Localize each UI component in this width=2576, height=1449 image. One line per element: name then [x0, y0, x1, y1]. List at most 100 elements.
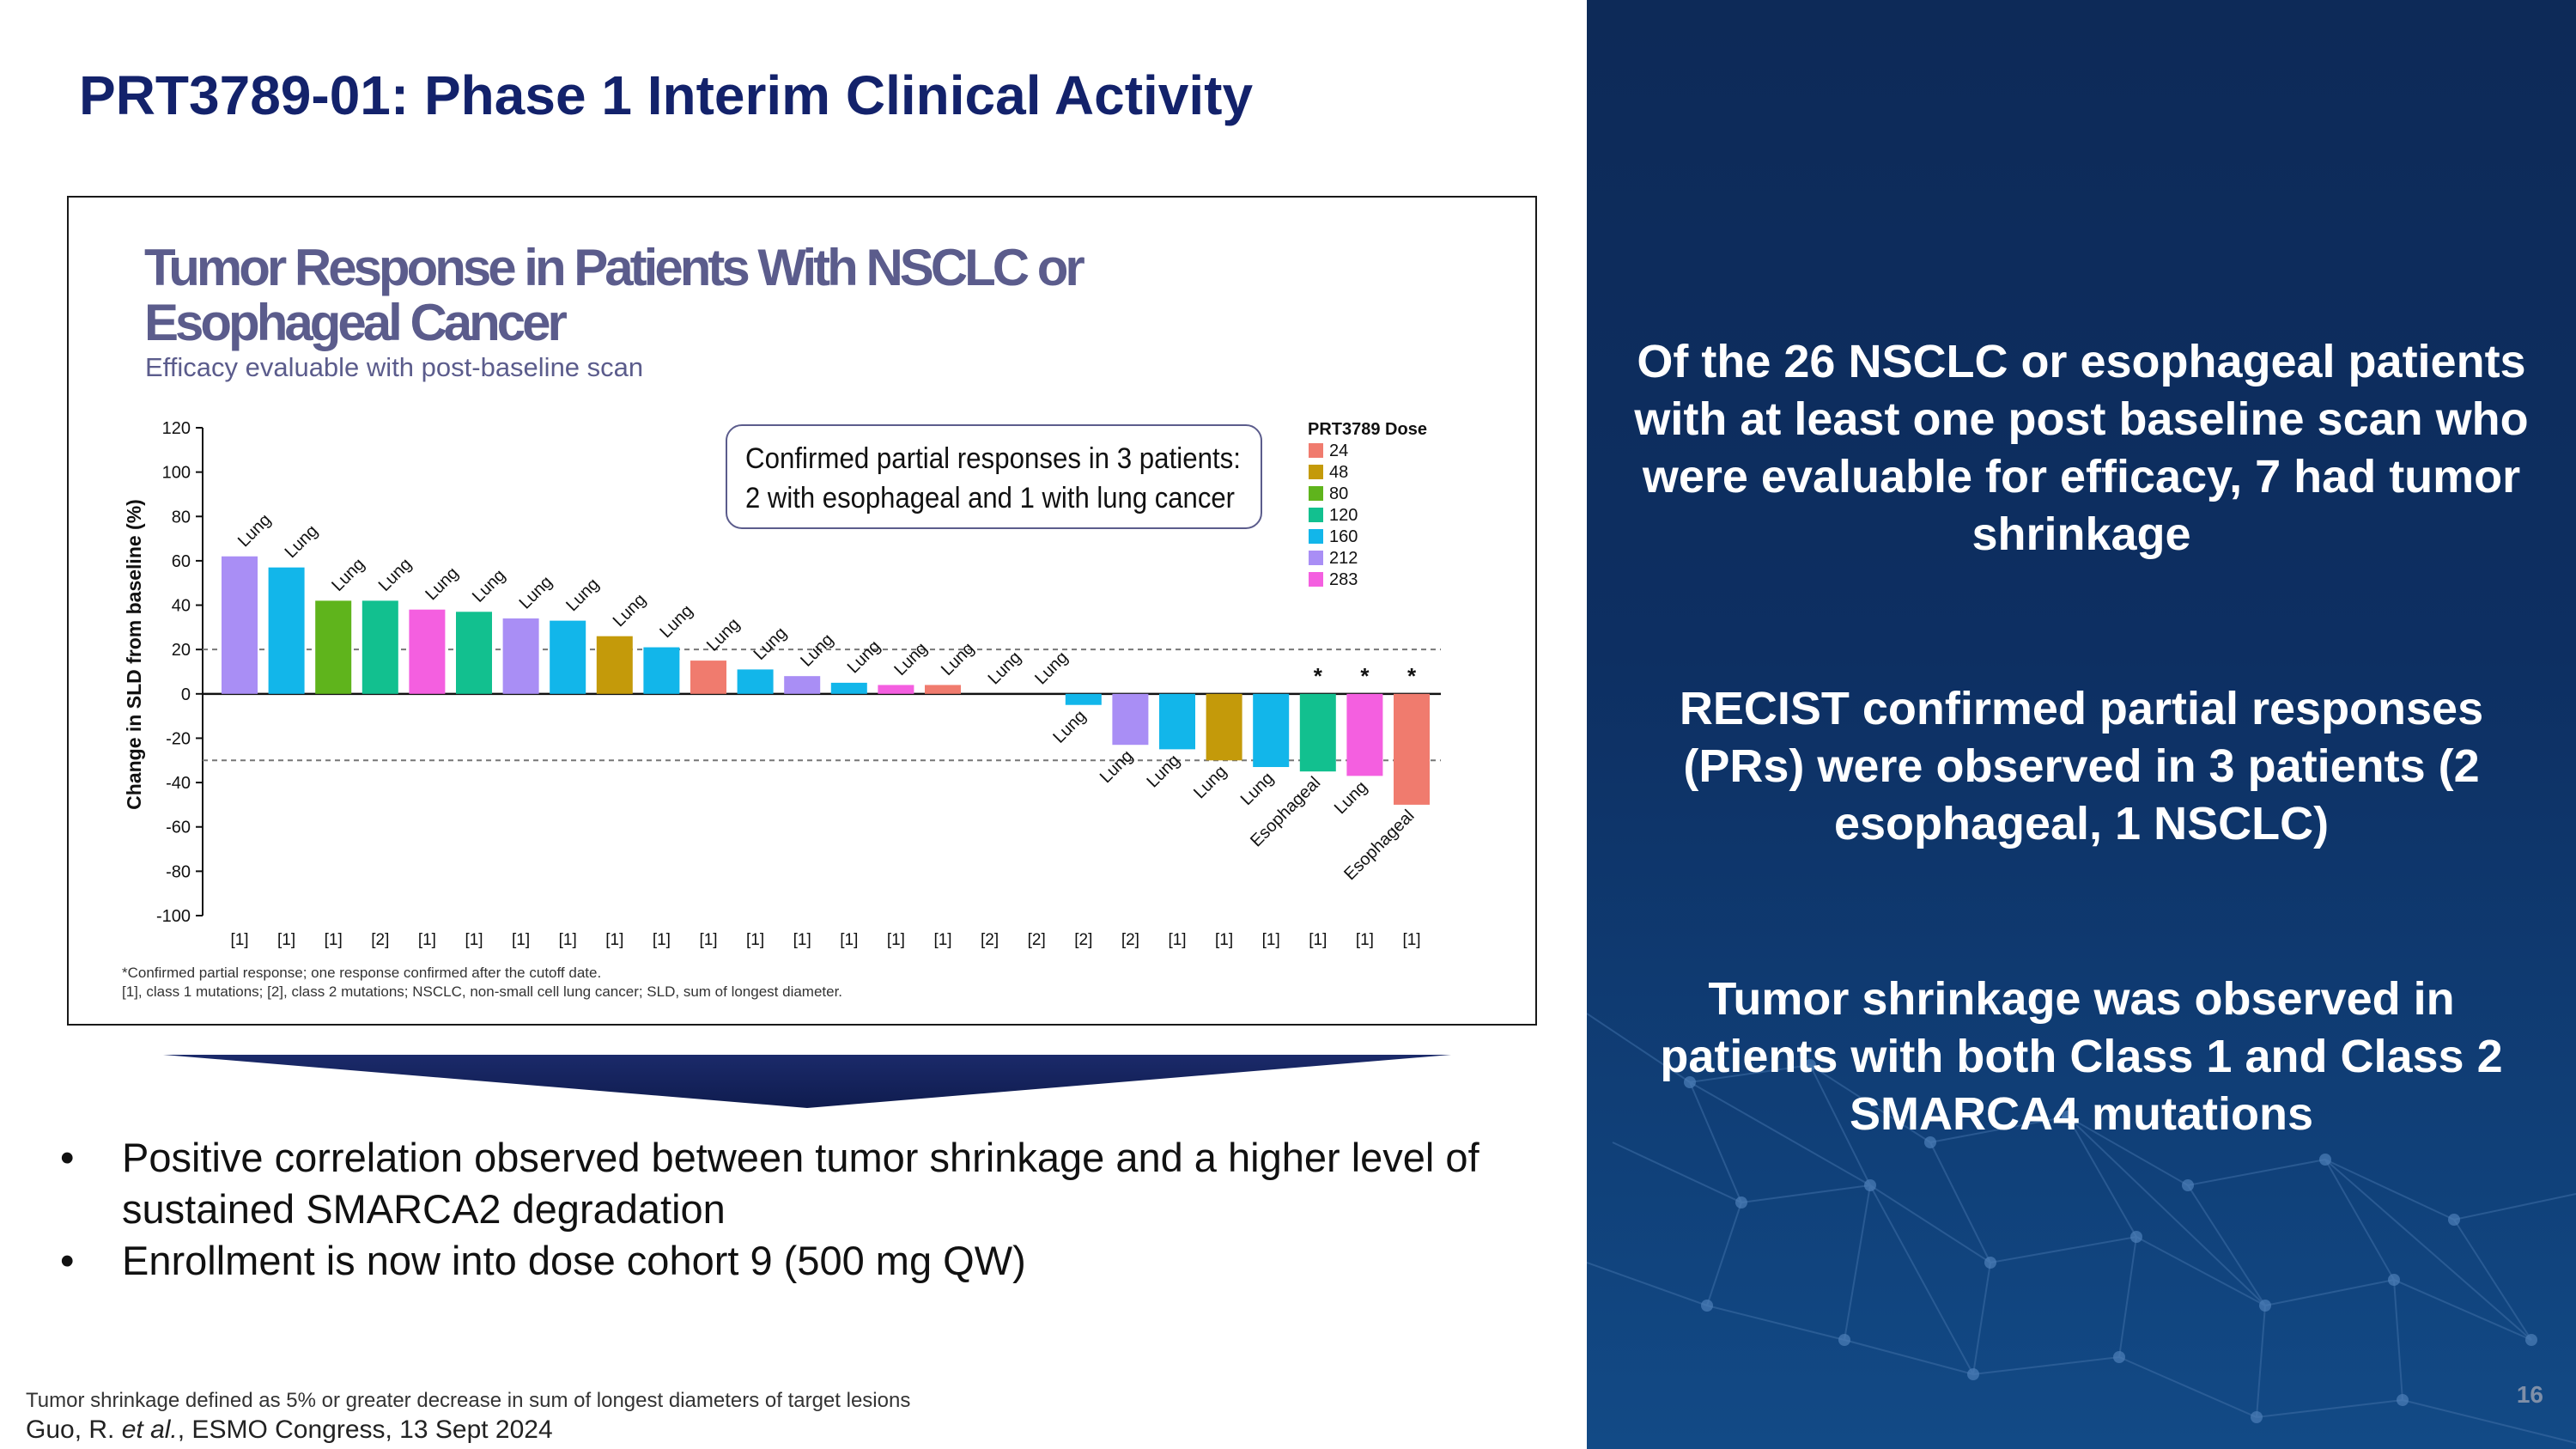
bar	[550, 620, 586, 694]
bar-tumor-label: Lung	[985, 648, 1025, 688]
footnote-definition: Tumor shrinkage defined as 5% or greater…	[26, 1389, 911, 1412]
slide-title: PRT3789-01: Phase 1 Interim Clinical Act…	[79, 64, 1254, 126]
x-category-label: [1]	[605, 931, 623, 949]
x-category-label: [1]	[230, 931, 248, 949]
x-category-label: [1]	[1402, 931, 1420, 949]
x-category-label: [1]	[840, 931, 858, 949]
bar	[456, 612, 492, 694]
legend-swatch	[1309, 465, 1323, 479]
bar	[925, 685, 961, 694]
panel-paragraph-1: Of the 26 NSCLC or esophageal patients w…	[1634, 336, 2529, 560]
x-category-label: [1]	[1215, 931, 1233, 949]
bar-tumor-label: Lung	[422, 563, 462, 604]
citation-rest: , ESMO Congress, 13 Sept 2024	[177, 1416, 553, 1444]
bar	[409, 609, 446, 694]
x-category-label: [1]	[277, 931, 295, 949]
legend-swatch	[1309, 486, 1323, 501]
bullet-list: • Positive correlation observed between …	[60, 1132, 1571, 1287]
bar-tumor-label: Lung	[516, 573, 556, 613]
y-tick-label: 0	[181, 685, 191, 704]
x-category-label: [2]	[1074, 931, 1092, 949]
bar-tumor-label: Esophageal	[1340, 807, 1418, 884]
bar	[1346, 693, 1383, 776]
chart-footnote-1: *Confirmed partial response; one respons…	[122, 965, 601, 981]
bar-tumor-label: Lung	[1097, 746, 1137, 787]
bar	[690, 661, 726, 694]
legend-swatch	[1309, 572, 1323, 587]
x-category-label: [2]	[1121, 931, 1139, 949]
x-category-label: [1]	[559, 931, 577, 949]
legend-label: 80	[1329, 484, 1348, 503]
bar	[1299, 693, 1336, 772]
legend-label: 48	[1329, 463, 1348, 482]
x-category-label: [1]	[699, 931, 717, 949]
legend-swatch	[1309, 551, 1323, 565]
x-category-label: [1]	[465, 931, 483, 949]
legend-label: 212	[1329, 549, 1358, 568]
bar-tumor-label: Lung	[610, 590, 650, 630]
chart-footnote-2: [1], class 1 mutations; [2], class 2 mut…	[122, 983, 842, 1000]
bar-tumor-label: Lung	[469, 566, 509, 606]
y-tick-label: -100	[156, 907, 191, 926]
y-tick-label: 20	[172, 641, 191, 660]
x-category-label: [1]	[746, 931, 764, 949]
panel-paragraph-3: Tumor shrinkage was observed in patients…	[1660, 973, 2503, 1140]
x-category-label: [1]	[1168, 931, 1186, 949]
chart-title-line2: Esophageal Cancer	[144, 294, 568, 351]
x-category-label: [1]	[325, 931, 343, 949]
annotation-line1: Confirmed partial responses in 3 patient…	[745, 442, 1241, 475]
x-category-label: [1]	[887, 931, 905, 949]
citation-etal: et al.	[121, 1416, 178, 1444]
bar	[1253, 693, 1290, 768]
bar-tumor-label: Lung	[1049, 707, 1090, 747]
bar-tumor-label: Lung	[1190, 762, 1230, 802]
down-arrow-icon	[163, 1055, 1451, 1108]
bar	[1065, 693, 1102, 705]
citation-author: Guo, R.	[26, 1416, 122, 1444]
page-number: 16	[2516, 1381, 2543, 1408]
legend-label: 160	[1329, 527, 1358, 546]
x-category-label: [1]	[933, 931, 951, 949]
bullet-item: • Positive correlation observed between …	[60, 1132, 1571, 1235]
confirmed-pr-marker: *	[1314, 663, 1323, 689]
x-category-label: [2]	[371, 931, 389, 949]
bar	[315, 600, 352, 694]
right-panel: Of the 26 NSCLC or esophageal patients w…	[1587, 0, 2576, 1449]
chart-panel: Tumor Response in Patients With NSCLC or…	[67, 196, 1537, 1026]
bar	[502, 618, 539, 694]
x-category-label: [1]	[1309, 931, 1327, 949]
bar-tumor-label: Lung	[1144, 751, 1184, 791]
bullet-dot: •	[60, 1135, 75, 1180]
bar	[878, 685, 914, 694]
x-category-label: [2]	[1028, 931, 1046, 949]
chart-subtitle: Efficacy evaluable with post-baseline sc…	[145, 352, 643, 382]
panel-paragraph-2: RECIST confirmed partial responses (PRs)…	[1679, 683, 2484, 849]
bar-tumor-label: Lung	[844, 636, 884, 677]
bar	[222, 556, 258, 694]
bullet-item: • Enrollment is now into dose cohort 9 (…	[60, 1235, 1571, 1287]
bar	[361, 600, 398, 694]
annotation-line2: 2 with esophageal and 1 with lung cancer	[745, 482, 1235, 514]
y-tick-label: 60	[172, 552, 191, 571]
legend-swatch	[1309, 529, 1323, 544]
chart-title-line1: Tumor Response in Patients With NSCLC or	[144, 239, 1084, 296]
x-category-label: [1]	[793, 931, 811, 949]
legend-swatch	[1309, 508, 1323, 522]
legend-label: 283	[1329, 570, 1358, 589]
bar-tumor-label: Lung	[656, 601, 696, 642]
y-axis-label: Change in SLD from baseline (%)	[123, 499, 145, 810]
bar-tumor-label: Lung	[797, 630, 837, 671]
bullet-text: Enrollment is now into dose cohort 9 (50…	[122, 1238, 1026, 1283]
annotation-box	[726, 424, 1262, 529]
y-tick-label: -20	[166, 729, 191, 748]
bullet-text: Positive correlation observed between tu…	[122, 1135, 1479, 1232]
legend-swatch	[1309, 443, 1323, 458]
y-tick-label: 120	[162, 419, 191, 438]
bar	[596, 636, 633, 694]
bar	[1112, 693, 1149, 746]
bar-tumor-label: Lung	[890, 639, 931, 679]
bar	[1206, 693, 1242, 761]
bullet-dot: •	[60, 1238, 75, 1283]
legend-label: 120	[1329, 506, 1358, 525]
legend: 24 48 80 120 160 212 283	[1309, 441, 1358, 589]
